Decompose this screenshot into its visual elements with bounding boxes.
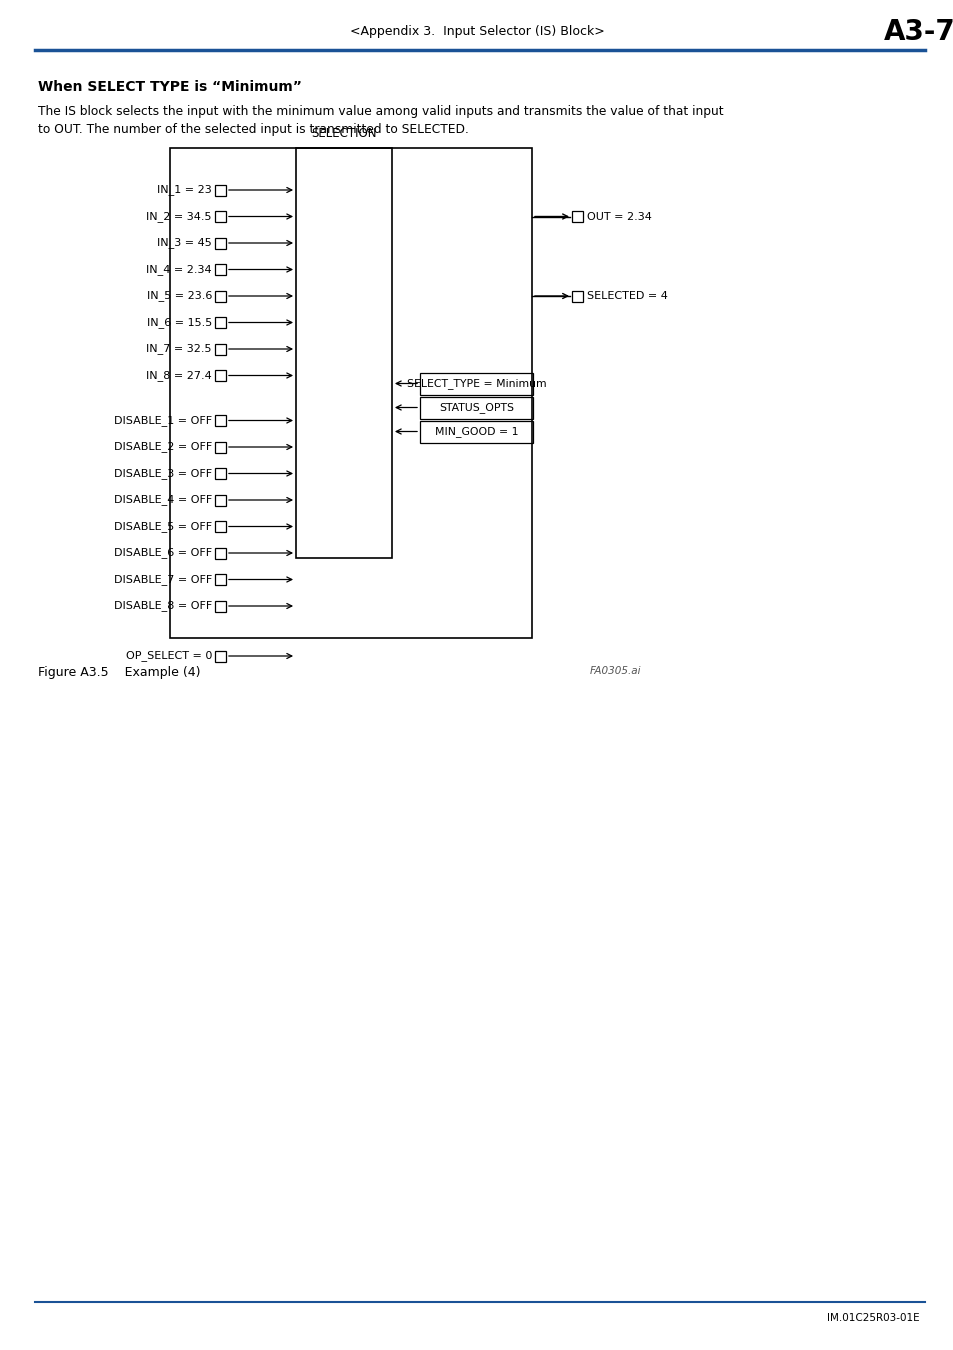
Text: IN_3 = 45: IN_3 = 45	[157, 238, 212, 248]
Text: OUT = 2.34: OUT = 2.34	[586, 212, 651, 221]
Bar	[419, 397, 533, 418]
Bar	[572, 211, 582, 221]
Text: SELECTION: SELECTION	[311, 127, 376, 140]
Bar	[295, 148, 392, 558]
Text: When SELECT TYPE is “Minimum”: When SELECT TYPE is “Minimum”	[38, 80, 301, 94]
Bar	[214, 370, 226, 381]
Bar	[214, 651, 226, 661]
Bar	[214, 265, 226, 275]
Text: Figure A3.5    Example (4): Figure A3.5 Example (4)	[38, 666, 200, 679]
Bar	[214, 290, 226, 301]
Text: IN_1 = 23: IN_1 = 23	[157, 185, 212, 196]
Bar	[214, 468, 226, 479]
Bar	[214, 343, 226, 355]
Bar	[214, 317, 226, 328]
Text: IM.01C25R03-01E: IM.01C25R03-01E	[826, 1314, 919, 1323]
Bar	[214, 601, 226, 612]
Bar	[214, 494, 226, 505]
Bar	[419, 373, 533, 394]
Text: IN_5 = 23.6: IN_5 = 23.6	[147, 290, 212, 301]
Text: SELECT_TYPE = Minimum: SELECT_TYPE = Minimum	[406, 378, 546, 389]
Text: DISABLE_5 = OFF: DISABLE_5 = OFF	[113, 521, 212, 532]
Text: MIN_GOOD = 1: MIN_GOOD = 1	[435, 427, 517, 437]
Text: DISABLE_8 = OFF: DISABLE_8 = OFF	[113, 601, 212, 612]
Bar	[214, 211, 226, 221]
Bar	[214, 548, 226, 559]
Text: STATUS_OPTS: STATUS_OPTS	[438, 402, 514, 413]
Text: to OUT. The number of the selected input is transmitted to SELECTED.: to OUT. The number of the selected input…	[38, 123, 468, 136]
Text: IN_8 = 27.4: IN_8 = 27.4	[146, 370, 212, 381]
Text: DISABLE_7 = OFF: DISABLE_7 = OFF	[113, 574, 212, 585]
Text: SELECTED = 4: SELECTED = 4	[586, 292, 667, 301]
Text: DISABLE_3 = OFF: DISABLE_3 = OFF	[113, 468, 212, 479]
Bar	[214, 414, 226, 427]
Text: IN_7 = 32.5: IN_7 = 32.5	[147, 343, 212, 355]
Text: DISABLE_1 = OFF: DISABLE_1 = OFF	[113, 414, 212, 427]
Bar	[214, 521, 226, 532]
Text: A3-7: A3-7	[883, 18, 953, 46]
Text: DISABLE_6 = OFF: DISABLE_6 = OFF	[113, 548, 212, 559]
Text: IN_2 = 34.5: IN_2 = 34.5	[147, 211, 212, 221]
Text: OP_SELECT = 0: OP_SELECT = 0	[126, 651, 212, 661]
Bar	[214, 238, 226, 248]
Bar	[572, 290, 582, 301]
Bar	[214, 185, 226, 196]
Text: DISABLE_4 = OFF: DISABLE_4 = OFF	[113, 494, 212, 505]
Bar	[419, 420, 533, 443]
Bar	[214, 574, 226, 585]
Text: FA0305.ai: FA0305.ai	[589, 666, 640, 676]
Text: DISABLE_2 = OFF: DISABLE_2 = OFF	[113, 441, 212, 452]
Text: IN_6 = 15.5: IN_6 = 15.5	[147, 317, 212, 328]
Bar	[170, 148, 532, 639]
Text: IN_4 = 2.34: IN_4 = 2.34	[146, 265, 212, 275]
Bar	[214, 441, 226, 452]
Text: The IS block selects the input with the minimum value among valid inputs and tra: The IS block selects the input with the …	[38, 105, 723, 117]
Text: <Appendix 3.  Input Selector (IS) Block>: <Appendix 3. Input Selector (IS) Block>	[349, 26, 604, 39]
